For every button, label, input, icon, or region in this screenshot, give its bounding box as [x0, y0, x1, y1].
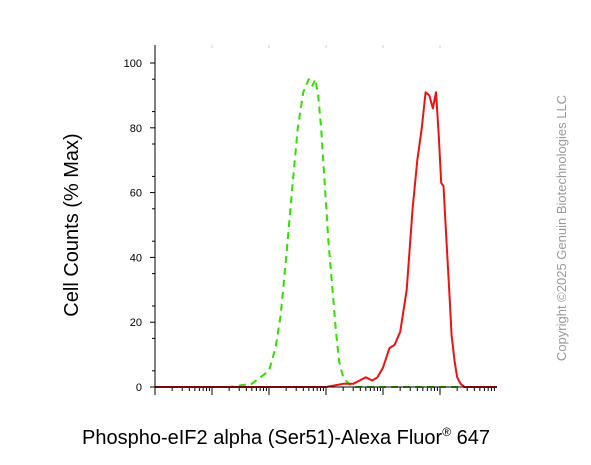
y-tick-label-80: 80 — [130, 123, 142, 135]
y-tick-label-0: 0 — [136, 382, 142, 394]
x-axis-title-main: Phospho-eIF2 alpha (Ser51)-Alexa Fluor — [82, 427, 443, 449]
x-axis-ticks — [154, 45, 495, 395]
stained-histogram-line — [155, 91, 497, 388]
y-axis-ticks: 0 20 40 60 80 100 — [124, 58, 155, 394]
y-tick-label-60: 60 — [130, 188, 142, 200]
x-axis-title-suffix: 647 — [451, 427, 490, 449]
series-layer — [155, 78, 497, 388]
y-tick-label-100: 100 — [124, 58, 142, 70]
x-axis-title: Phospho-eIF2 alpha (Ser51)-Alexa Fluor® … — [82, 425, 490, 449]
y-tick-label-40: 40 — [130, 252, 142, 264]
y-axis-title: Cell Counts (% Max) — [61, 133, 83, 316]
x-axis-title-superscript: ® — [442, 425, 451, 439]
copyright-watermark: Copyright ©2025 Genuin Biotechnologies L… — [554, 95, 569, 361]
y-tick-label-20: 20 — [130, 317, 142, 329]
